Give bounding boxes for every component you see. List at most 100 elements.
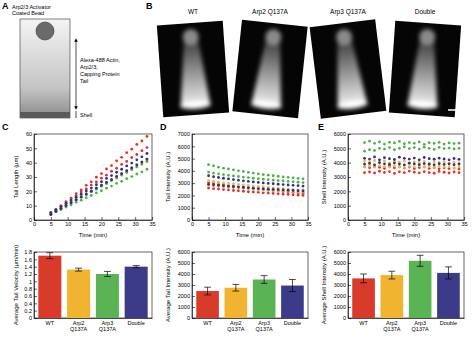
point	[292, 184, 295, 187]
point	[217, 176, 220, 179]
series	[207, 183, 304, 192]
point	[282, 193, 285, 196]
scatter-chart: 0100020003000400050006000700005101520253…	[165, 131, 312, 238]
point	[448, 141, 451, 144]
series	[49, 158, 148, 216]
comet-tail	[176, 38, 211, 108]
bead-label: Coated Bead	[12, 10, 44, 16]
point	[418, 163, 421, 166]
point	[443, 166, 446, 169]
y-axis: 00.20.40.60.811.21.41.61.8	[24, 249, 37, 321]
tick: 2000	[178, 293, 195, 299]
point	[403, 160, 406, 163]
point	[252, 172, 255, 175]
point	[297, 184, 300, 187]
point	[393, 164, 396, 167]
point	[222, 188, 225, 191]
series	[49, 135, 148, 216]
point	[90, 187, 93, 190]
point	[80, 195, 83, 198]
series	[49, 160, 148, 214]
tick-label: 1.4	[24, 264, 32, 270]
series	[363, 140, 460, 146]
point	[398, 165, 401, 168]
point	[443, 143, 446, 146]
tick-mark	[348, 206, 351, 207]
point	[302, 189, 305, 192]
tick: 6000	[334, 131, 351, 137]
tick: Arp2Q137A	[70, 320, 87, 332]
tick: WT	[46, 320, 55, 326]
category-label: WT	[359, 320, 368, 326]
point	[453, 167, 456, 170]
point	[65, 204, 68, 207]
point	[443, 163, 446, 166]
error-stem	[207, 287, 208, 295]
point	[458, 147, 461, 150]
point	[403, 171, 406, 174]
point	[287, 184, 290, 187]
tick-mark	[192, 146, 195, 147]
error-bar	[360, 274, 367, 283]
tail-label: Capping Protein	[80, 71, 119, 77]
point	[398, 166, 401, 169]
tick-mark	[68, 217, 69, 220]
point	[433, 158, 436, 161]
point	[453, 157, 456, 160]
micrograph	[232, 20, 307, 118]
y-axis-title: Average Shell Intensity (A.U.)	[321, 246, 327, 325]
point	[388, 166, 391, 169]
tick: 0	[347, 217, 350, 227]
tick: 0.2	[24, 308, 37, 314]
point	[222, 177, 225, 180]
point	[85, 193, 88, 196]
tick-mark	[348, 263, 351, 264]
tick: 1.2	[24, 271, 37, 277]
shell-label: Shell	[80, 112, 92, 118]
point	[368, 162, 371, 165]
point	[125, 160, 128, 163]
point	[247, 186, 250, 189]
point	[105, 177, 108, 180]
tick-label: 6000	[334, 249, 346, 255]
point	[125, 151, 128, 154]
tick-mark	[348, 191, 351, 192]
point	[448, 172, 451, 175]
y-axis: 0102030405060	[26, 131, 37, 223]
image-label: Arp2 Q137A	[252, 8, 288, 16]
point	[135, 158, 138, 161]
point	[408, 147, 411, 150]
point	[277, 179, 280, 182]
tick-mark	[34, 191, 37, 192]
tick-mark	[348, 134, 351, 135]
y-axis-title: Average Tail Velocity (μm/min)	[13, 245, 19, 326]
point	[302, 181, 305, 184]
tick: 2000	[178, 193, 195, 199]
tick-label: 10	[26, 203, 32, 209]
tick-mark	[51, 217, 52, 220]
point	[373, 156, 376, 159]
tick-label: 25	[272, 221, 278, 227]
point	[458, 163, 461, 166]
category-label: Double	[284, 320, 301, 326]
tick-label: 1	[29, 279, 32, 285]
tick-label: 6000	[178, 144, 190, 150]
tick-mark	[192, 159, 195, 160]
point	[222, 184, 225, 187]
point	[247, 190, 250, 193]
x-axis-title: Time (min)	[236, 232, 264, 238]
error-bar	[445, 267, 452, 279]
category-label: Arp3Q137A	[99, 320, 116, 332]
tick-label: 10	[223, 221, 229, 227]
point	[373, 142, 376, 145]
error-cap	[261, 275, 268, 276]
point	[217, 188, 220, 191]
comet	[175, 28, 211, 110]
point	[100, 184, 103, 187]
point	[438, 146, 441, 149]
plot-frame	[348, 134, 464, 220]
tick-label: 20	[256, 221, 262, 227]
point	[95, 187, 98, 190]
point	[292, 180, 295, 183]
comet-tail	[329, 37, 367, 108]
